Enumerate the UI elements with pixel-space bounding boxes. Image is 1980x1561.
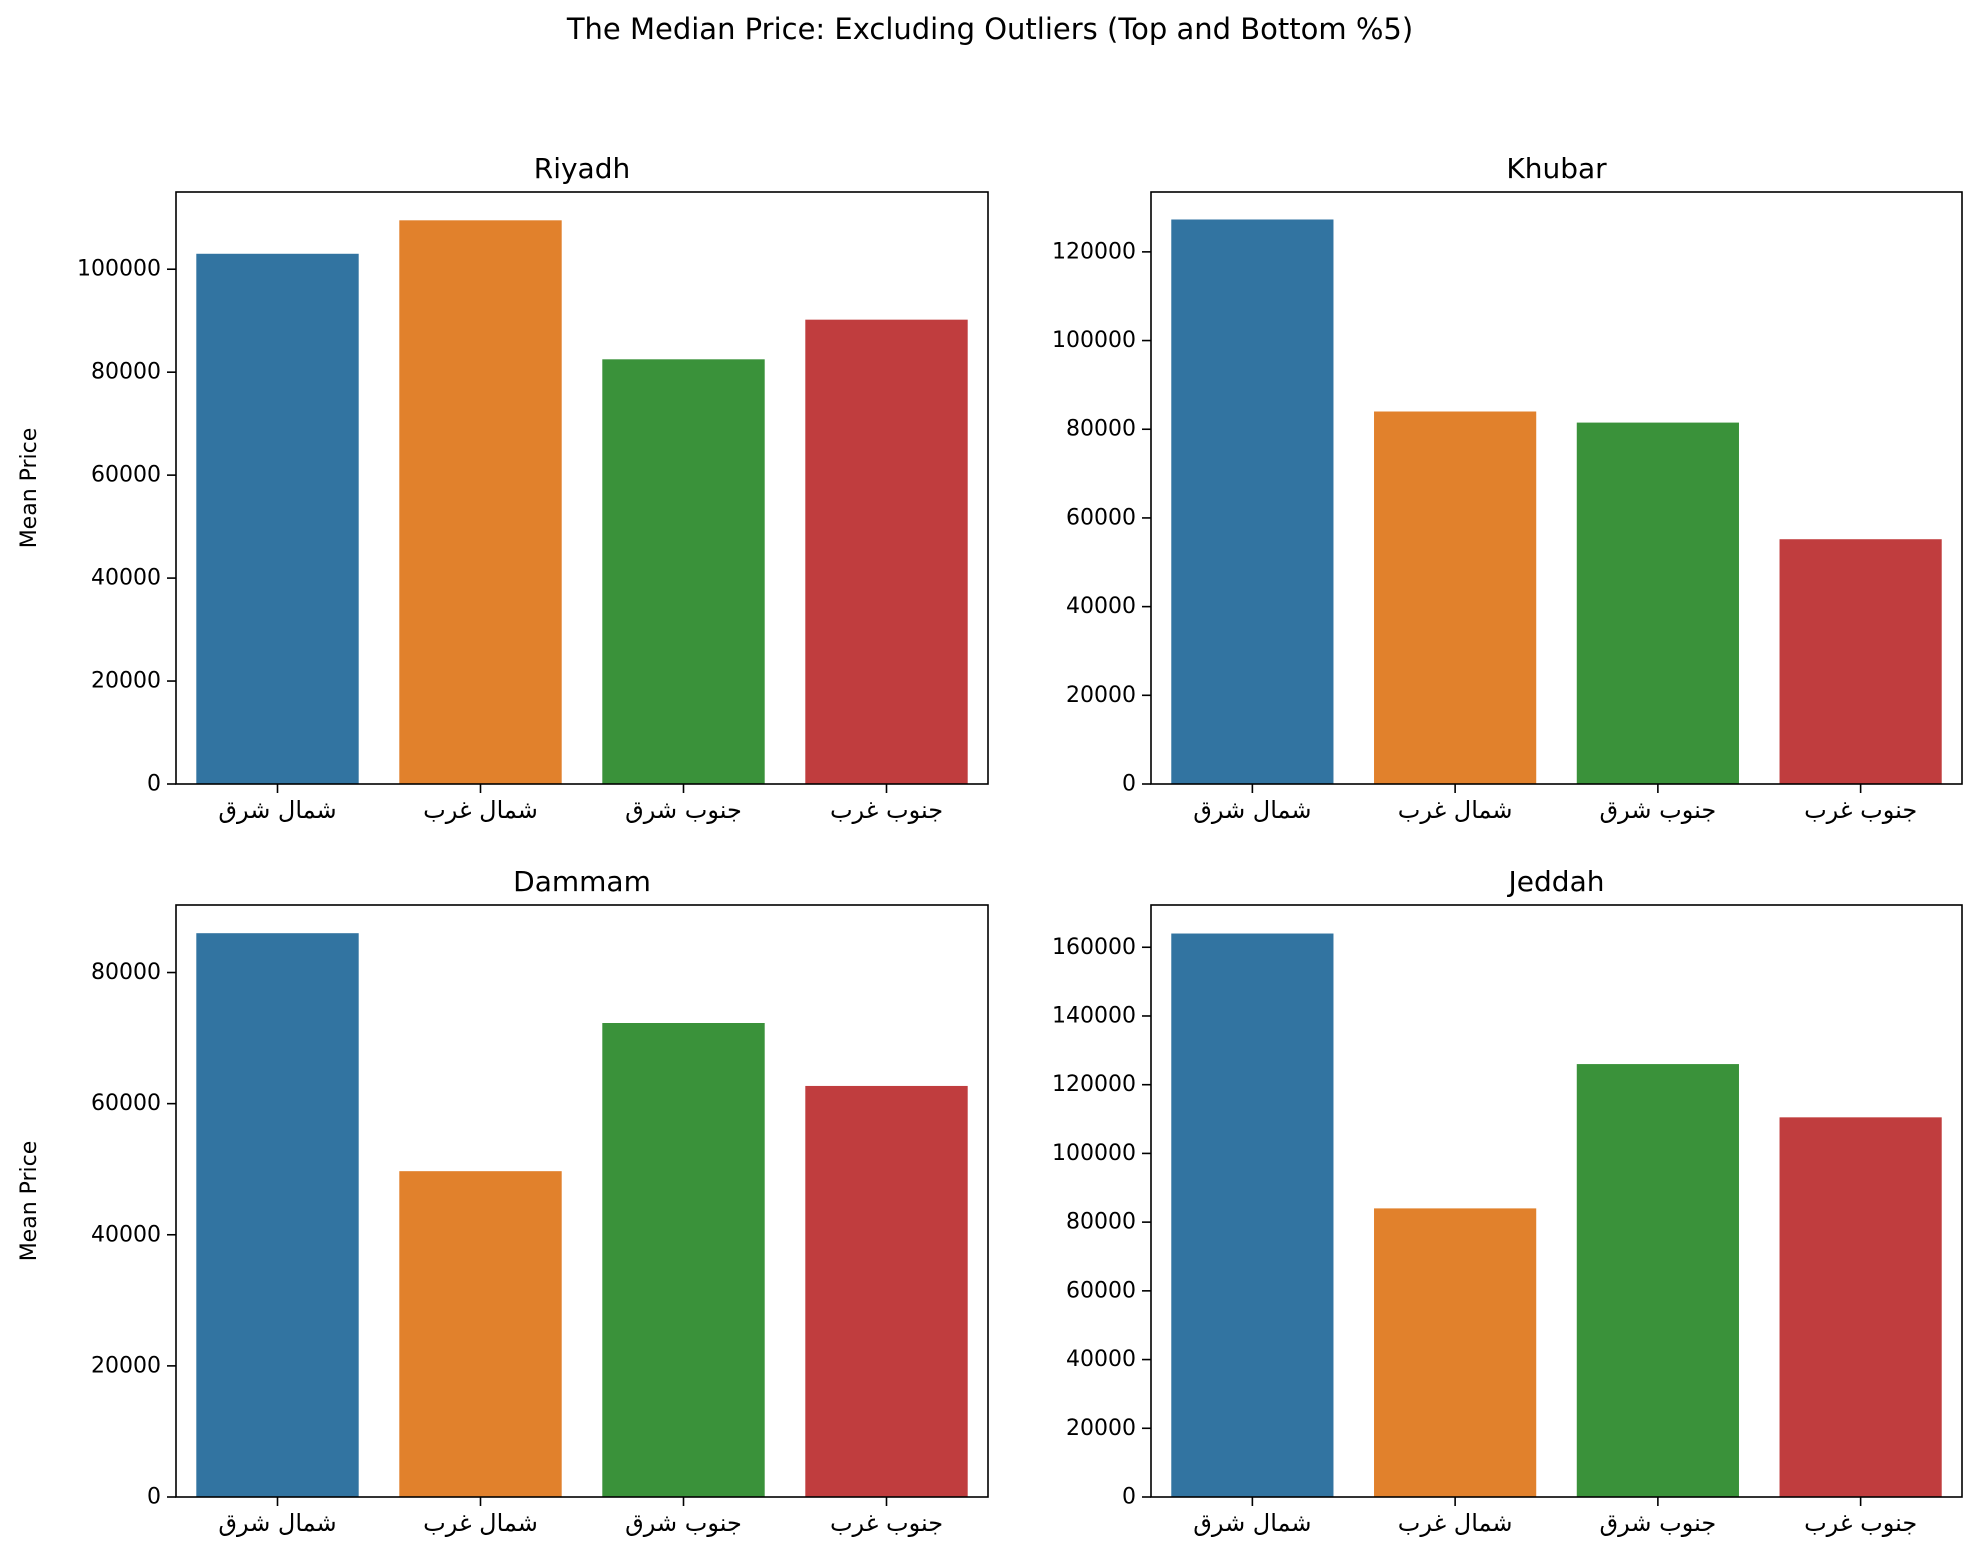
- y-tick-label-jeddah: 140000: [1052, 1003, 1136, 1028]
- x-tick-label-riyadh: جنوب شرق: [625, 796, 742, 824]
- y-tick-label-riyadh: 100000: [77, 257, 161, 282]
- x-tick-label-dammam: شمال غرب: [423, 1509, 538, 1537]
- y-tick-label-jeddah: 100000: [1052, 1141, 1136, 1166]
- x-tick-label-dammam: شمال شرق: [218, 1509, 336, 1537]
- bar-riyadh-4: [805, 319, 968, 784]
- y-axis-label-dammam: Mean Price: [17, 1141, 42, 1262]
- y-tick-label-riyadh: 20000: [91, 669, 161, 694]
- y-tick-label-khubar: 60000: [1066, 505, 1136, 530]
- figure-title: The Median Price: Excluding Outliers (To…: [566, 12, 1414, 46]
- x-tick-label-riyadh: شمال شرق: [218, 796, 336, 824]
- bar-khubar-1: [1171, 219, 1334, 784]
- x-tick-label-khubar: شمال غرب: [1398, 796, 1513, 824]
- y-tick-label-khubar: 100000: [1052, 328, 1136, 353]
- y-tick-label-riyadh: 60000: [91, 463, 161, 488]
- y-tick-label-khubar: 120000: [1052, 239, 1136, 264]
- y-tick-label-jeddah: 80000: [1066, 1210, 1136, 1235]
- axes-frame-jeddah: [1150, 904, 1963, 1498]
- bar-dammam-3: [602, 1023, 765, 1497]
- bar-khubar-4: [1779, 539, 1942, 784]
- panel-title-khubar: Khubar: [1506, 152, 1607, 185]
- panel-title-jeddah: Jeddah: [1507, 865, 1605, 898]
- bar-dammam-2: [399, 1171, 562, 1497]
- x-tick-label-riyadh: شمال غرب: [423, 796, 538, 824]
- y-tick-label-jeddah: 120000: [1052, 1072, 1136, 1097]
- x-tick-label-dammam: جنوب شرق: [625, 1509, 742, 1537]
- y-tick-label-jeddah: 60000: [1066, 1278, 1136, 1303]
- y-tick-label-khubar: 0: [1122, 772, 1136, 797]
- y-tick-label-khubar: 20000: [1066, 683, 1136, 708]
- bar-dammam-4: [805, 1085, 968, 1497]
- y-tick-label-riyadh: 40000: [91, 566, 161, 591]
- x-tick-label-khubar: شمال شرق: [1193, 796, 1311, 824]
- y-tick-label-khubar: 40000: [1066, 594, 1136, 619]
- x-tick-label-jeddah: جنوب غرب: [1804, 1509, 1917, 1537]
- y-tick-label-jeddah: 20000: [1066, 1416, 1136, 1441]
- y-tick-label-riyadh: 0: [147, 772, 161, 797]
- bar-khubar-2: [1374, 411, 1537, 784]
- y-axis-label-riyadh: Mean Price: [17, 428, 42, 549]
- y-tick-label-riyadh: 80000: [91, 360, 161, 385]
- y-tick-label-jeddah: 40000: [1066, 1347, 1136, 1372]
- panel-title-dammam: Dammam: [513, 865, 651, 898]
- y-tick-label-dammam: 20000: [91, 1353, 161, 1378]
- x-tick-label-jeddah: شمال شرق: [1193, 1509, 1311, 1537]
- x-tick-label-riyadh: جنوب غرب: [830, 796, 943, 824]
- y-tick-label-dammam: 40000: [91, 1222, 161, 1247]
- bar-dammam-1: [196, 933, 359, 1497]
- y-tick-label-dammam: 80000: [91, 960, 161, 985]
- x-tick-label-jeddah: جنوب شرق: [1600, 1509, 1717, 1537]
- axes-frame-riyadh: [175, 191, 989, 785]
- bar-jeddah-4: [1779, 1117, 1942, 1497]
- y-tick-label-khubar: 80000: [1066, 417, 1136, 442]
- y-tick-label-dammam: 0: [147, 1485, 161, 1510]
- bar-jeddah-1: [1171, 933, 1334, 1497]
- y-tick-label-dammam: 60000: [91, 1091, 161, 1116]
- bar-riyadh-2: [399, 220, 562, 784]
- axes-frame-khubar: [1150, 191, 1963, 785]
- bar-jeddah-2: [1374, 1208, 1537, 1497]
- x-tick-label-khubar: جنوب غرب: [1804, 796, 1917, 824]
- axes-frame-dammam: [175, 904, 989, 1498]
- panel-title-riyadh: Riyadh: [534, 152, 630, 185]
- y-tick-label-jeddah: 0: [1122, 1485, 1136, 1510]
- bar-jeddah-3: [1576, 1064, 1739, 1497]
- x-tick-label-jeddah: شمال غرب: [1398, 1509, 1513, 1537]
- bar-riyadh-3: [602, 359, 765, 784]
- bar-riyadh-1: [196, 253, 359, 784]
- bar-khubar-3: [1576, 422, 1739, 784]
- x-tick-label-khubar: جنوب شرق: [1600, 796, 1717, 824]
- x-tick-label-dammam: جنوب غرب: [830, 1509, 943, 1537]
- y-tick-label-jeddah: 160000: [1052, 935, 1136, 960]
